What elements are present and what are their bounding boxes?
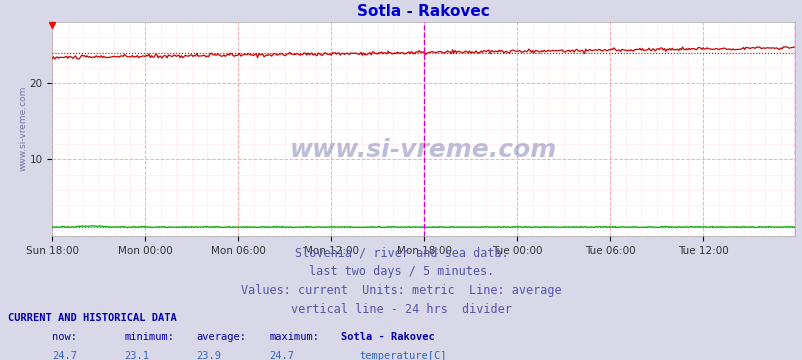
Text: 24.7: 24.7 [269,351,294,360]
Text: now:: now: [52,332,77,342]
Text: CURRENT AND HISTORICAL DATA: CURRENT AND HISTORICAL DATA [8,313,176,323]
Text: temperature[C]: temperature[C] [358,351,446,360]
Text: Sotla - Rakovec: Sotla - Rakovec [341,332,435,342]
Text: vertical line - 24 hrs  divider: vertical line - 24 hrs divider [290,303,512,316]
Title: Sotla - Rakovec: Sotla - Rakovec [357,4,489,19]
Text: 23.9: 23.9 [196,351,221,360]
Text: last two days / 5 minutes.: last two days / 5 minutes. [309,265,493,278]
Y-axis label: www.si-vreme.com: www.si-vreme.com [19,86,28,171]
Text: 24.7: 24.7 [52,351,77,360]
Text: minimum:: minimum: [124,332,174,342]
Text: average:: average: [196,332,246,342]
Text: 23.1: 23.1 [124,351,149,360]
Text: www.si-vreme.com: www.si-vreme.com [290,138,557,162]
Text: maximum:: maximum: [269,332,318,342]
Text: Values: current  Units: metric  Line: average: Values: current Units: metric Line: aver… [241,284,561,297]
Text: Slovenia / river and sea data.: Slovenia / river and sea data. [294,247,508,260]
